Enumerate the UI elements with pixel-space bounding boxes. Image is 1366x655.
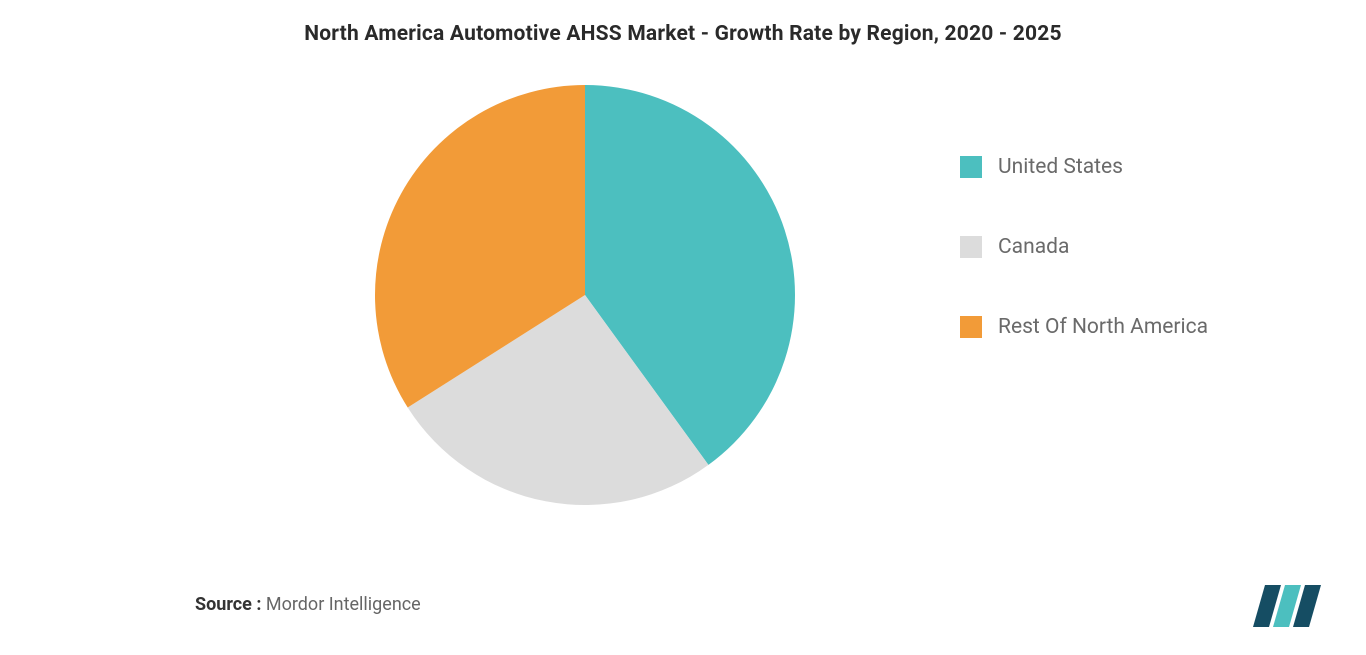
source-line: Source : Mordor Intelligence bbox=[195, 594, 421, 615]
legend-item: Canada bbox=[960, 235, 1310, 259]
pie-chart bbox=[370, 80, 800, 510]
legend-swatch bbox=[960, 316, 982, 338]
legend-label: United States bbox=[998, 155, 1123, 179]
legend: United States Canada Rest Of North Ameri… bbox=[960, 155, 1310, 395]
legend-item: Rest Of North America bbox=[960, 315, 1310, 339]
legend-label: Canada bbox=[998, 235, 1069, 259]
source-label: Source : bbox=[195, 594, 261, 615]
legend-label: Rest Of North America bbox=[998, 315, 1208, 339]
mordor-logo bbox=[1253, 585, 1331, 627]
legend-swatch bbox=[960, 156, 982, 178]
legend-item: United States bbox=[960, 155, 1310, 179]
legend-swatch bbox=[960, 236, 982, 258]
chart-title: North America Automotive AHSS Market - G… bbox=[0, 22, 1366, 46]
source-value: Mordor Intelligence bbox=[261, 594, 420, 615]
